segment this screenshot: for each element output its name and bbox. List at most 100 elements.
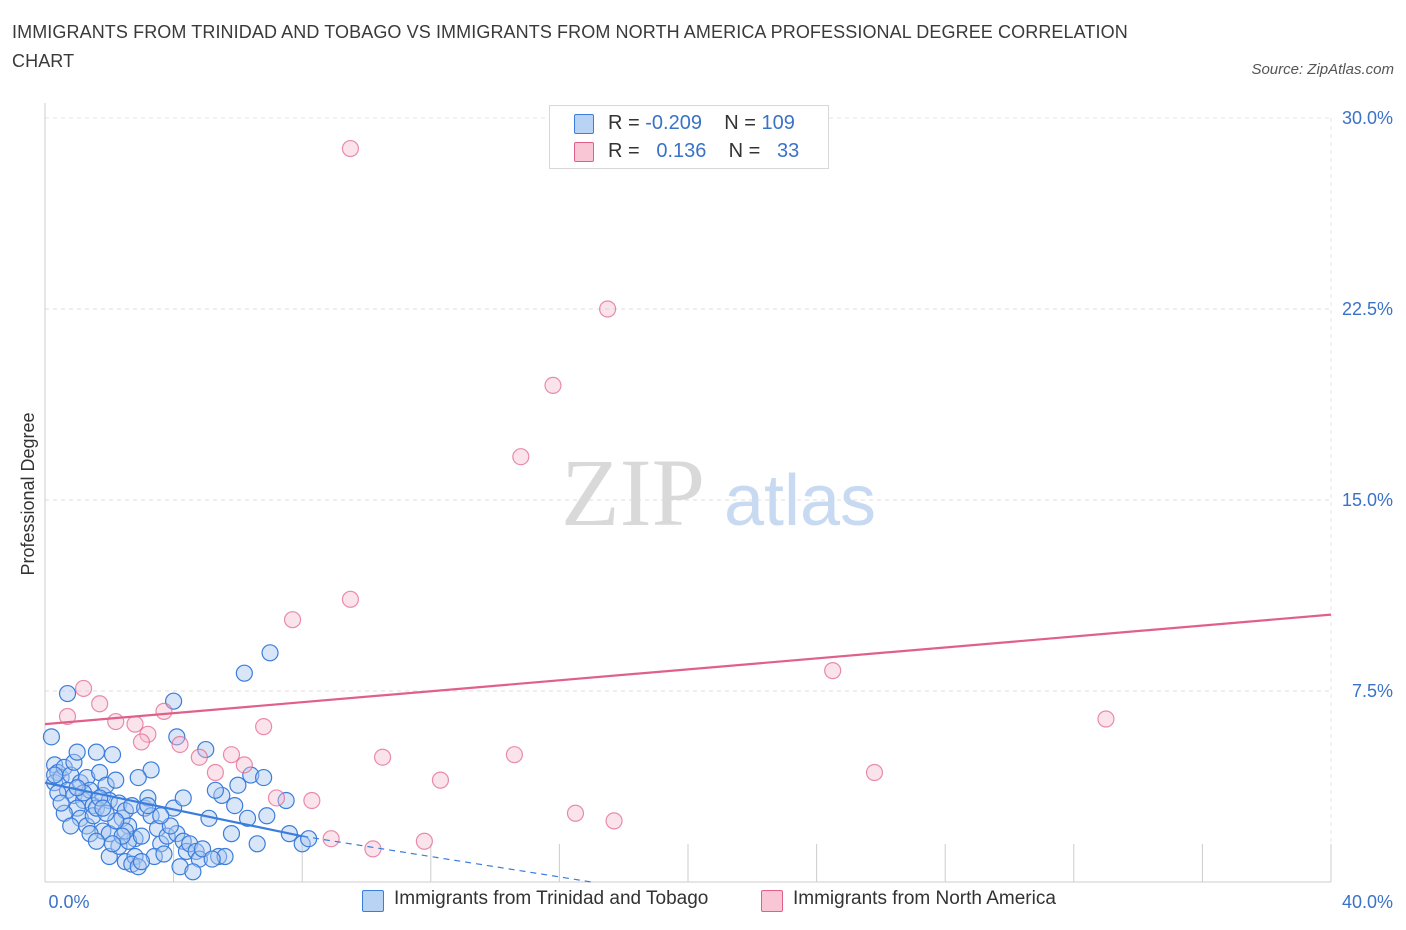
- blue-point: [87, 799, 106, 817]
- pink-point: [206, 763, 224, 782]
- blue-point: [46, 766, 64, 784]
- blue-point: [226, 796, 244, 815]
- x-tick-label-min: 0.0%: [48, 892, 89, 912]
- pink-point: [235, 756, 253, 774]
- pink-point: [505, 746, 523, 764]
- legend-swatch-pink: [574, 142, 594, 162]
- blue-point: [65, 753, 83, 771]
- blue-point: [152, 807, 170, 825]
- blue-point: [142, 761, 160, 779]
- pink-point: [431, 771, 450, 789]
- blue-point: [261, 644, 279, 662]
- blue-point: [42, 728, 61, 746]
- y-tick-label: 30.0%: [1342, 108, 1393, 128]
- pink-point: [566, 804, 585, 822]
- blue-point: [216, 847, 234, 866]
- blue-point: [68, 743, 86, 761]
- legend-blue-r-value: -0.209: [645, 112, 702, 134]
- y-tick-label: 22.5%: [1342, 299, 1393, 319]
- trend-layer: [44, 613, 1332, 883]
- pink-point: [255, 718, 273, 736]
- series-label-pink: Immigrants from North America: [793, 888, 1056, 909]
- blue-point: [229, 776, 247, 794]
- legend-swatch-blue: [574, 114, 594, 134]
- legend-pink-n-label: N =: [728, 140, 761, 162]
- blue-point: [52, 794, 70, 812]
- pink-point: [1097, 710, 1115, 728]
- legend-blue-n-label: N =: [724, 112, 756, 134]
- pink-point: [155, 702, 173, 720]
- chart-title: IMMIGRANTS FROM TRINIDAD AND TOBAGO VS I…: [12, 22, 1128, 71]
- blue-point: [145, 847, 163, 866]
- blue-point: [238, 809, 257, 827]
- blue-point: [132, 827, 151, 845]
- pink-point: [267, 789, 286, 807]
- blue-point: [242, 766, 260, 784]
- blue-point: [171, 858, 189, 876]
- pink-point: [322, 830, 340, 848]
- pink-point: [865, 763, 884, 782]
- legend-pink-n-value: 33: [777, 140, 800, 162]
- blue-point: [129, 858, 147, 876]
- points-layer: [42, 139, 1115, 881]
- pink-point: [74, 679, 93, 698]
- blue-point: [235, 664, 253, 682]
- pink-point: [283, 611, 302, 629]
- x-tick-label-max: 40.0%: [1342, 892, 1393, 912]
- pink-point: [91, 695, 109, 713]
- blue-point: [248, 835, 266, 853]
- pink-point: [341, 590, 360, 608]
- blue-point: [132, 853, 151, 871]
- pink-point: [222, 746, 241, 764]
- blue-point: [206, 781, 224, 799]
- correlation-legend: R = -0.209 N = 109 R = 0.136 N = 33: [549, 105, 829, 169]
- pink-point: [132, 733, 151, 751]
- series-label-blue: Immigrants from Trinidad and Tobago: [394, 888, 709, 909]
- pink-point: [373, 748, 392, 766]
- y-tick-label: 15.0%: [1342, 490, 1393, 510]
- blue-point: [58, 684, 77, 703]
- watermark-zip: ZIP: [561, 439, 705, 546]
- legend-blue-r-label: R =: [608, 112, 640, 134]
- pink-trend-line: [44, 613, 1332, 726]
- y-axis-label: Professional Degree: [18, 412, 38, 575]
- pink-point: [190, 748, 208, 766]
- blue-point: [255, 768, 273, 787]
- watermark-atlas: atlas: [724, 461, 876, 541]
- blue-point: [62, 817, 80, 835]
- blue-point: [129, 768, 147, 787]
- pink-point: [605, 812, 623, 830]
- pink-point: [303, 791, 321, 810]
- pink-point: [341, 139, 360, 158]
- series-swatch-pink: [761, 890, 783, 912]
- legend-pink-r-label: R =: [608, 140, 640, 162]
- legend-pink-r-value: 0.136: [656, 140, 707, 162]
- blue-point: [155, 845, 173, 863]
- pink-point: [364, 840, 382, 858]
- blue-point: [258, 807, 276, 825]
- y-tick-label: 7.5%: [1352, 681, 1393, 701]
- label-layer: 7.5% 15.0% 22.5% 30.0% 0.0% 40.0%: [48, 108, 1393, 912]
- blue-point: [158, 827, 176, 845]
- axis-layer: [44, 103, 1332, 883]
- blue-point: [103, 746, 122, 764]
- blue-trend-extension: [302, 835, 592, 883]
- blue-point: [174, 789, 192, 807]
- pink-point: [58, 707, 77, 726]
- blue-point: [203, 850, 221, 868]
- blue-point: [68, 799, 86, 817]
- blue-point: [103, 835, 122, 853]
- pink-point: [824, 662, 842, 680]
- blue-point: [87, 832, 106, 850]
- pink-point: [544, 376, 562, 394]
- pink-point: [171, 735, 189, 754]
- source-label: Source: ZipAtlas.com: [1251, 61, 1394, 78]
- blue-point: [184, 863, 202, 881]
- blue-point: [300, 830, 318, 848]
- blue-point: [277, 791, 295, 810]
- blue-point: [87, 743, 106, 761]
- blue-trend-line: [44, 781, 303, 838]
- legend-blue-n-value: 109: [761, 112, 795, 134]
- pink-point: [415, 832, 433, 850]
